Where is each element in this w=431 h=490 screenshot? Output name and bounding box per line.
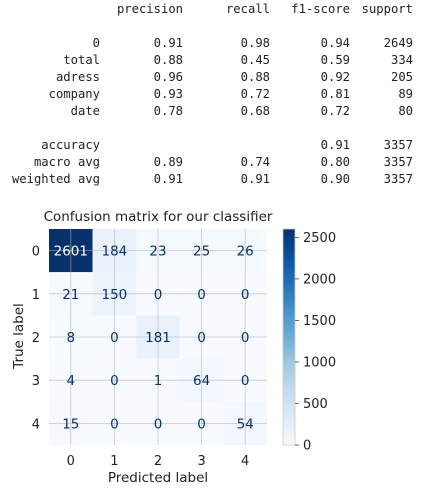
x-tick-label: 1: [110, 454, 118, 469]
colorbar-tick-label: 1500: [303, 314, 336, 329]
cell-value-label: 184: [102, 244, 128, 260]
cell-value-label: 8: [67, 330, 76, 346]
colorbar-tick-label: 1000: [303, 355, 336, 370]
cell-value-label: 0: [241, 373, 250, 389]
report-cell: 80: [398, 104, 413, 118]
cell-value-label: 150: [102, 287, 128, 303]
cell-value-label: 23: [149, 244, 166, 260]
report-cell: 0.93: [153, 87, 183, 101]
report-row-label: adress: [55, 70, 100, 84]
report-cell: 0.72: [320, 104, 350, 118]
colorbar: [282, 228, 296, 446]
cell-value-label: 0: [110, 330, 119, 346]
report-cell: 0.90: [320, 172, 350, 186]
cell-value-label: 0: [110, 416, 119, 432]
report-cell: 3357: [383, 172, 413, 186]
report-cell: 0.88: [153, 53, 183, 67]
classification-report: precision recall f1-score support 0 0.91 0.98 0…: [0, 0, 431, 200]
y-tick-label: 4: [32, 417, 40, 432]
cell-value-label: 54: [237, 416, 254, 432]
colorbar-tick-label: 500: [303, 397, 328, 412]
colorbar-tick-label: 0: [303, 439, 311, 454]
cell-value-label: 0: [241, 287, 250, 303]
cell-value-label: 0: [197, 287, 206, 303]
report-row-label: company: [48, 87, 100, 101]
report-cell: 0.92: [320, 70, 350, 84]
cell-value-label: 26: [237, 244, 254, 260]
report-header: recall: [225, 2, 270, 16]
report-cell: 0.81: [320, 87, 350, 101]
report-cell: 0.78: [153, 104, 183, 118]
report-cell: 0.74: [240, 155, 270, 169]
cell-value-label: 0: [154, 416, 163, 432]
report-summary-label: weighted avg: [11, 172, 100, 186]
x-axis-label: Predicted label: [108, 470, 208, 486]
y-tick-label: 2: [32, 331, 40, 346]
cell-value-label: 0: [197, 330, 206, 346]
cell-value-label: 181: [145, 330, 171, 346]
report-cell: 0.91: [153, 36, 183, 50]
confusion-matrix-chart: Confusion matrix for our classifier 2601…: [11, 209, 336, 486]
report-cell: 0.94: [320, 36, 350, 50]
report-cell: 0.72: [240, 87, 270, 101]
report-row-label: 0: [92, 36, 100, 50]
y-tick-label: 0: [32, 245, 40, 260]
report-cell: 2649: [383, 36, 413, 50]
report-cell: 0.98: [240, 36, 270, 50]
report-cell: 89: [398, 87, 413, 101]
cell-value-label: 2601: [54, 244, 88, 260]
cell-value-label: 1: [154, 373, 163, 389]
report-cell: 3357: [383, 138, 413, 152]
chart-title: Confusion matrix for our classifier: [44, 209, 273, 225]
x-tick-label: 4: [241, 454, 249, 469]
cell-value-label: 4: [67, 373, 76, 389]
report-header: support: [361, 2, 413, 16]
report-cell: 0.91: [240, 172, 270, 186]
cell-value-label: 0: [110, 373, 119, 389]
cell-value-label: 0: [154, 287, 163, 303]
report-summary-label: accuracy: [41, 138, 100, 152]
cell-value-label: 0: [197, 416, 206, 432]
report-header: precision: [116, 2, 183, 16]
x-tick-label: 3: [197, 454, 205, 469]
x-tick-label: 0: [67, 454, 75, 469]
report-cell: 0.59: [320, 53, 350, 67]
report-cell: 0.80: [320, 155, 350, 169]
y-axis-label: True label: [11, 303, 27, 370]
x-tick-label: 2: [154, 454, 162, 469]
report-row-label: total: [63, 53, 100, 67]
report-cell: 0.68: [240, 104, 270, 118]
cell-value-label: 15: [62, 416, 79, 432]
report-row-label: date: [70, 104, 100, 118]
colorbar-tick-label: 2000: [303, 272, 336, 287]
cell-value-label: 25: [193, 244, 210, 260]
report-cell: 0.45: [240, 53, 270, 67]
report-cell: 205: [390, 70, 413, 84]
colorbar-tick-label: 2500: [303, 231, 336, 246]
cell-value-label: 21: [62, 287, 79, 303]
y-tick-label: 1: [32, 288, 40, 303]
report-cell: 0.96: [153, 70, 183, 84]
cell-value-label: 64: [193, 373, 210, 389]
report-cell: 0.88: [240, 70, 270, 84]
report-summary-label: macro avg: [33, 155, 100, 169]
report-cell: 3357: [383, 155, 413, 169]
report-cell: 334: [390, 53, 413, 67]
y-tick-label: 3: [32, 374, 40, 389]
report-cell: 0.91: [320, 138, 350, 152]
report-header: f1-score: [291, 2, 350, 16]
report-cell: 0.89: [153, 155, 183, 169]
cell-value-label: 0: [241, 330, 250, 346]
report-cell: 0.91: [153, 172, 183, 186]
